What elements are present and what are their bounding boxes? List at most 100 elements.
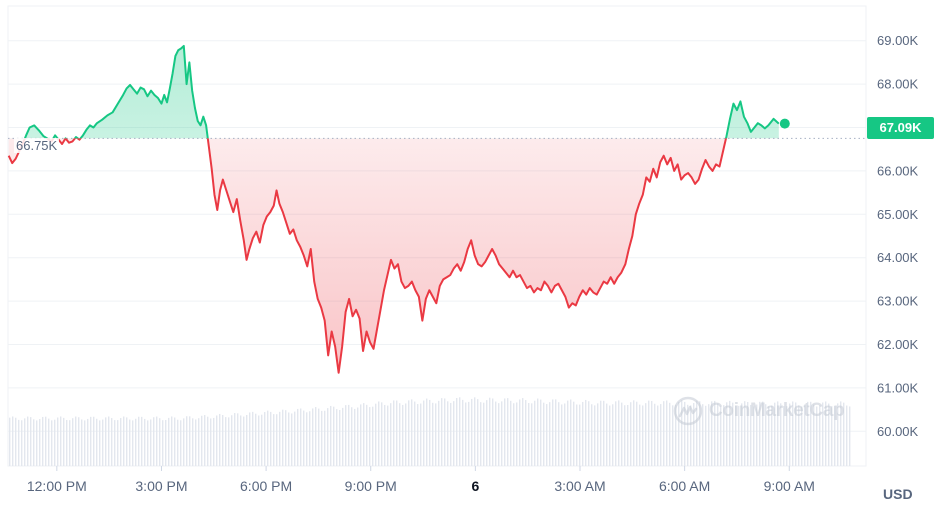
volume-bar <box>237 413 239 466</box>
y-tick-label: 64.00K <box>877 250 919 265</box>
volume-bar <box>597 403 599 466</box>
volume-bar <box>780 403 782 466</box>
volume-bar <box>711 401 713 466</box>
volume-bar <box>318 408 320 466</box>
volume-bar <box>111 418 113 466</box>
volume-bar <box>192 418 194 466</box>
volume-bar <box>93 416 95 466</box>
volume-bar <box>387 405 389 466</box>
volume-bar <box>795 402 797 466</box>
volume-bar <box>183 418 185 466</box>
x-tick-label: 9:00 PM <box>345 478 397 494</box>
volume-bar <box>156 416 158 466</box>
x-tick-label: 6:00 AM <box>659 478 710 494</box>
volume-bar <box>750 404 752 466</box>
volume-bar <box>81 419 83 466</box>
y-tick-label: 66.00K <box>877 163 919 178</box>
volume-bar <box>129 419 131 466</box>
volume-bar <box>120 418 122 466</box>
current-price-dot[interactable] <box>779 118 790 129</box>
volume-bar <box>249 412 251 466</box>
volume-bar <box>57 417 59 466</box>
volume-bar <box>525 400 527 466</box>
volume-bar <box>438 400 440 466</box>
volume-bar <box>588 401 590 466</box>
volume-bar <box>564 403 566 466</box>
volume-bar <box>321 410 323 466</box>
volume-bar <box>420 403 422 466</box>
volume-bar <box>486 400 488 466</box>
volume-bar <box>147 420 149 466</box>
volume-bar <box>291 413 293 466</box>
reference-price-label: 66.75K <box>14 138 60 153</box>
volume-bar <box>246 415 248 466</box>
volume-bar <box>171 416 173 466</box>
volume-bar <box>456 397 458 466</box>
volume-bar <box>279 411 281 466</box>
volume-bar <box>519 399 521 466</box>
volume-bar <box>534 400 536 466</box>
volume-bar <box>78 417 80 466</box>
volume-bar <box>675 404 677 466</box>
volume-bar <box>483 402 485 466</box>
volume-bar <box>351 407 353 466</box>
volume-bar <box>687 404 689 466</box>
volume-bar <box>648 400 650 466</box>
volume-bar <box>339 410 341 466</box>
volume-bar <box>15 417 17 466</box>
volume-bar <box>282 409 284 466</box>
volume-bar <box>567 400 569 466</box>
volume-bar <box>702 404 704 466</box>
volume-bar <box>105 417 107 466</box>
volume-bar <box>849 406 851 466</box>
volume-bar <box>495 401 497 466</box>
volume-bar <box>432 402 434 466</box>
volume-bar <box>252 411 254 466</box>
volume-bar <box>123 416 125 466</box>
volume-bar <box>177 419 179 466</box>
x-tick-label: 3:00 PM <box>135 478 187 494</box>
volume-bar <box>354 408 356 466</box>
volume-bar <box>450 402 452 466</box>
volume-bar <box>798 405 800 466</box>
volume-bar <box>447 401 449 466</box>
volume-bar <box>552 399 554 466</box>
price-line-down <box>7 138 728 374</box>
volume-bar <box>657 405 659 466</box>
volume-bar <box>471 398 473 466</box>
volume-bar <box>189 416 191 466</box>
volume-bar <box>72 418 74 466</box>
volume-bar <box>201 415 203 466</box>
volume-bar <box>822 402 824 466</box>
volume-bar <box>633 400 635 466</box>
volume-bar <box>366 404 368 466</box>
volume-bar <box>840 401 842 466</box>
volume-bar <box>570 399 572 466</box>
price-line <box>7 44 780 374</box>
volume-bar <box>213 417 215 466</box>
volume-bar <box>426 398 428 466</box>
volume-bar <box>336 409 338 466</box>
volume-bar <box>234 413 236 466</box>
volume-bars <box>9 397 851 466</box>
volume-bar <box>747 402 749 466</box>
y-tick-label: 63.00K <box>877 294 919 309</box>
volume-bar <box>132 420 134 466</box>
volume-bar <box>624 405 626 466</box>
volume-bar <box>744 401 746 466</box>
volume-bar <box>225 417 227 466</box>
y-axis: 69.00K68.00K67.00K66.00K65.00K64.00K63.0… <box>877 33 919 439</box>
volume-bar <box>768 406 770 466</box>
volume-bar <box>474 397 476 466</box>
volume-bar <box>285 410 287 466</box>
volume-bar <box>762 401 764 466</box>
volume-bar <box>60 416 62 466</box>
volume-bar <box>498 403 500 466</box>
volume-bar <box>582 401 584 466</box>
volume-bar <box>819 405 821 466</box>
volume-bar <box>609 405 611 466</box>
volume-bar <box>825 401 827 466</box>
volume-bar <box>738 405 740 466</box>
current-price-badge: 67.09K <box>867 117 934 139</box>
